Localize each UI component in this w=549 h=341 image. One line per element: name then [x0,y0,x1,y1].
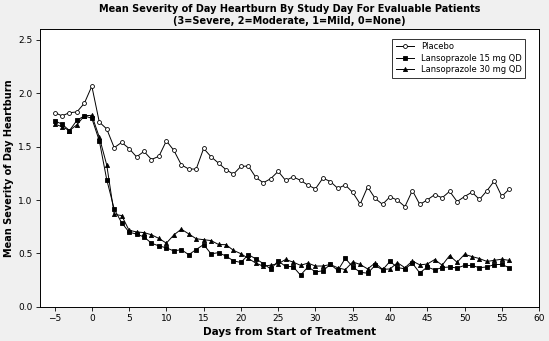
X-axis label: Days from Start of Treatment: Days from Start of Treatment [203,327,376,337]
Lansoprazole 30 mg QD [461,252,468,256]
Placebo [282,178,289,182]
Lansoprazole 30 mg QD [334,266,341,270]
Placebo [461,194,468,198]
Lansoprazole 30 mg QD [148,233,155,237]
Lansoprazole 15 mg QD [148,241,155,245]
Lansoprazole 30 mg QD [282,257,289,262]
Placebo [51,110,58,115]
Lansoprazole 15 mg QD [282,265,289,269]
Y-axis label: Mean Severity of Day Heartburn: Mean Severity of Day Heartburn [4,79,14,257]
Lansoprazole 30 mg QD [506,258,513,263]
Placebo [334,186,341,190]
Lansoprazole 15 mg QD [178,248,184,252]
Lansoprazole 30 mg QD [342,268,349,272]
Placebo [88,84,95,88]
Line: Lansoprazole 30 mg QD: Lansoprazole 30 mg QD [53,113,511,272]
Lansoprazole 15 mg QD [342,256,349,261]
Line: Lansoprazole 15 mg QD: Lansoprazole 15 mg QD [53,114,511,277]
Lansoprazole 30 mg QD [51,122,58,126]
Placebo [96,120,103,124]
Lansoprazole 30 mg QD [88,113,95,117]
Lansoprazole 15 mg QD [96,139,103,143]
Legend: Placebo, Lansoprazole 15 mg QD, Lansoprazole 30 mg QD: Placebo, Lansoprazole 15 mg QD, Lansopra… [393,39,525,78]
Lansoprazole 30 mg QD [178,227,184,231]
Placebo [178,163,184,167]
Lansoprazole 15 mg QD [461,263,468,267]
Lansoprazole 30 mg QD [96,135,103,139]
Title: Mean Severity of Day Heartburn By Study Day For Evaluable Patients
(3=Severe, 2=: Mean Severity of Day Heartburn By Study … [99,4,480,26]
Line: Placebo: Placebo [53,84,511,209]
Lansoprazole 15 mg QD [506,266,513,270]
Placebo [506,187,513,191]
Lansoprazole 15 mg QD [51,119,58,123]
Lansoprazole 15 mg QD [81,114,88,118]
Placebo [148,158,155,162]
Lansoprazole 15 mg QD [297,273,304,277]
Placebo [402,205,408,209]
